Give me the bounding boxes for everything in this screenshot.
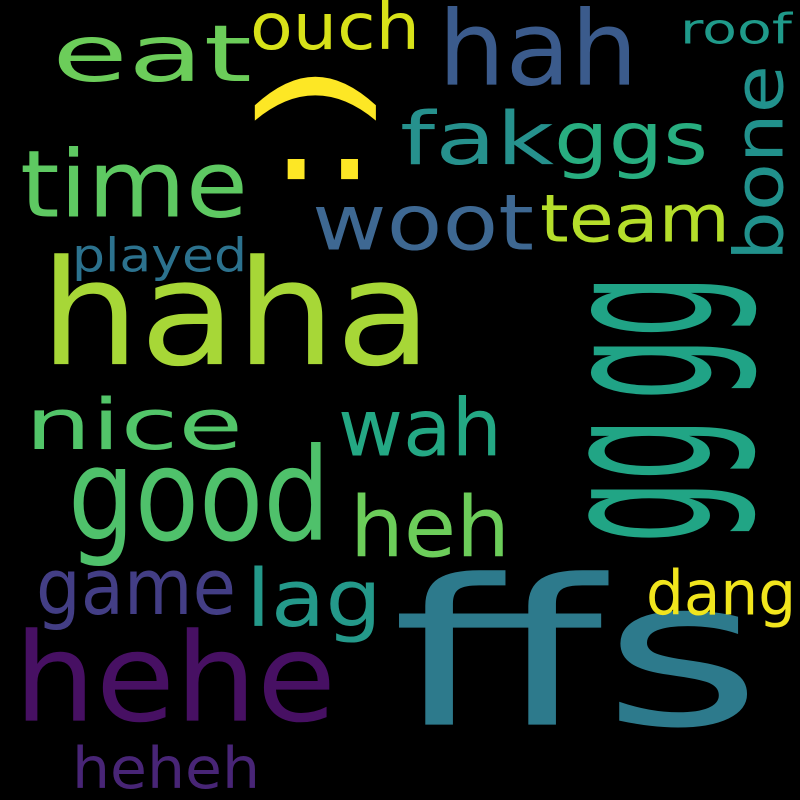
- word-eat: eat: [52, 7, 253, 100]
- word-roof: roof: [680, 5, 792, 54]
- word-hehe: hehe: [14, 606, 337, 750]
- word-played: played: [72, 229, 247, 284]
- word-nice: nice: [25, 384, 243, 467]
- word-game: game: [36, 542, 236, 633]
- word-bone: bone: [719, 65, 799, 261]
- word-ffs: ffs: [392, 535, 762, 774]
- word-haha: haha: [40, 229, 432, 400]
- word-good: good: [68, 421, 331, 570]
- word-dang: dang: [646, 558, 797, 630]
- word-wah: wah: [338, 382, 503, 475]
- word-hah: hah: [438, 0, 639, 110]
- word-gg-upper: gg: [511, 275, 763, 400]
- word-gg-lower: gg: [508, 418, 762, 543]
- word-time: time: [20, 131, 248, 239]
- word-heh: heh: [350, 479, 510, 577]
- word-ggs: ggs: [554, 97, 709, 182]
- word-heheh: heheh: [72, 735, 261, 800]
- word-fak: fak: [400, 97, 555, 182]
- word-ouch: ouch: [250, 0, 420, 65]
- word-lag: lag: [246, 552, 382, 645]
- word-woot: woot: [312, 178, 535, 269]
- word-team: team: [540, 180, 730, 258]
